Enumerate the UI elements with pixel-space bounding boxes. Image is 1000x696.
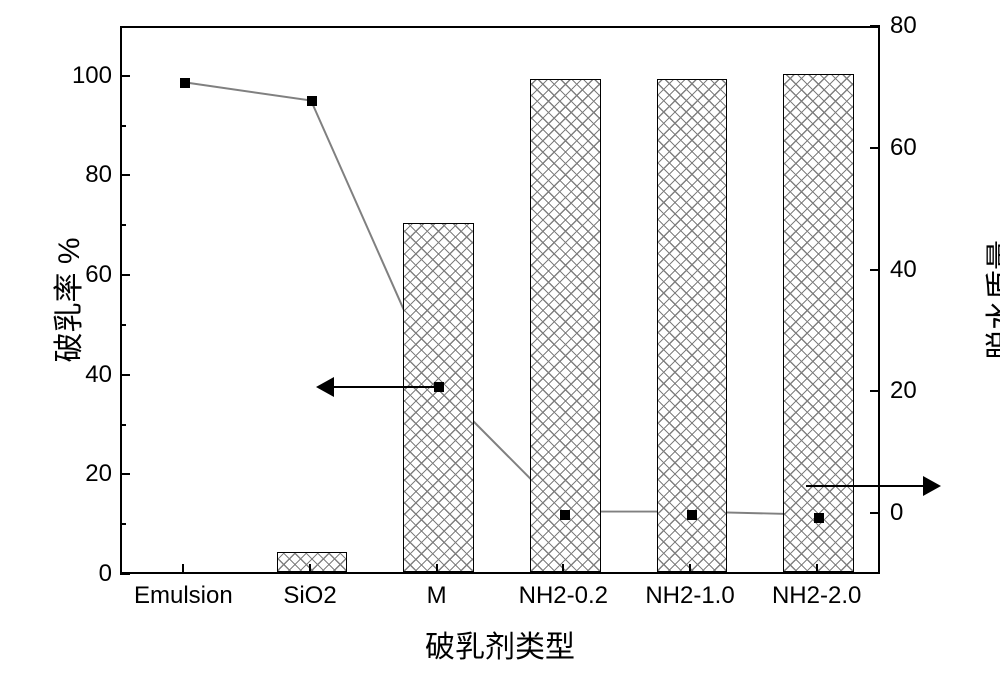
x-tick-label: Emulsion — [134, 582, 233, 610]
y-left-tick — [120, 374, 130, 376]
x-tick — [309, 564, 311, 574]
y-left-tick-label: 0 — [99, 560, 112, 588]
y-left-tick-label: 60 — [85, 261, 112, 289]
x-tick-label: SiO2 — [283, 582, 336, 610]
x-tick-label: NH2-0.2 — [519, 582, 608, 610]
line-marker — [814, 513, 824, 523]
y-left-minor-tick — [120, 125, 126, 127]
y-left-tick-label: 80 — [85, 161, 112, 189]
y-left-minor-tick — [120, 324, 126, 326]
y-right-tick-label: 0 — [890, 499, 903, 527]
x-tick — [816, 564, 818, 574]
axis-indicator-arrow — [806, 485, 939, 487]
y-left-tick — [120, 274, 130, 276]
x-tick-label: NH2-2.0 — [772, 582, 861, 610]
y-left-axis-title: 破乳率 % — [44, 237, 88, 362]
y-left-minor-tick — [120, 424, 126, 426]
bar — [277, 552, 348, 572]
x-tick — [182, 564, 184, 574]
dual-axis-bar-line-chart: 0 20 40 60 80 100 0 20 40 60 80 Emulsion SiO2 M NH2-0.… — [0, 0, 1000, 696]
y-left-tick-label: 40 — [85, 361, 112, 389]
y-right-tick-label: 40 — [890, 256, 917, 284]
y-right-tick-label: 60 — [890, 134, 917, 162]
y-left-tick-label: 100 — [72, 62, 112, 90]
y-right-tick-label: 80 — [890, 12, 917, 40]
x-axis-title: 破乳剂类型 — [425, 622, 575, 666]
y-left-tick-label: 20 — [85, 460, 112, 488]
line-marker — [560, 510, 570, 520]
x-tick — [689, 564, 691, 574]
y-right-tick — [870, 512, 880, 514]
arrow-head-icon — [316, 377, 334, 397]
y-left-minor-tick — [120, 523, 126, 525]
axis-indicator-arrow — [318, 386, 438, 388]
y-right-tick — [870, 25, 880, 27]
line-series — [122, 28, 878, 572]
y-right-tick-label: 20 — [890, 377, 917, 405]
bar — [530, 79, 601, 572]
x-tick-label: M — [427, 582, 447, 610]
line-marker — [180, 78, 190, 88]
y-right-tick — [870, 147, 880, 149]
x-tick — [436, 564, 438, 574]
line-marker — [307, 96, 317, 106]
y-right-tick — [870, 269, 880, 271]
y-right-axis-title: 脱水质量 — [976, 240, 1000, 360]
y-left-tick — [120, 174, 130, 176]
bar — [657, 79, 728, 572]
x-tick — [562, 564, 564, 574]
line-marker — [687, 510, 697, 520]
bar — [403, 223, 474, 572]
plot-area — [120, 26, 880, 574]
y-right-tick — [870, 390, 880, 392]
y-left-minor-tick — [120, 224, 126, 226]
y-left-tick — [120, 473, 130, 475]
y-left-tick — [120, 75, 130, 77]
x-tick-label: NH2-1.0 — [645, 582, 734, 610]
y-left-tick — [120, 573, 130, 575]
bar — [783, 74, 854, 572]
arrow-head-icon — [923, 476, 941, 496]
